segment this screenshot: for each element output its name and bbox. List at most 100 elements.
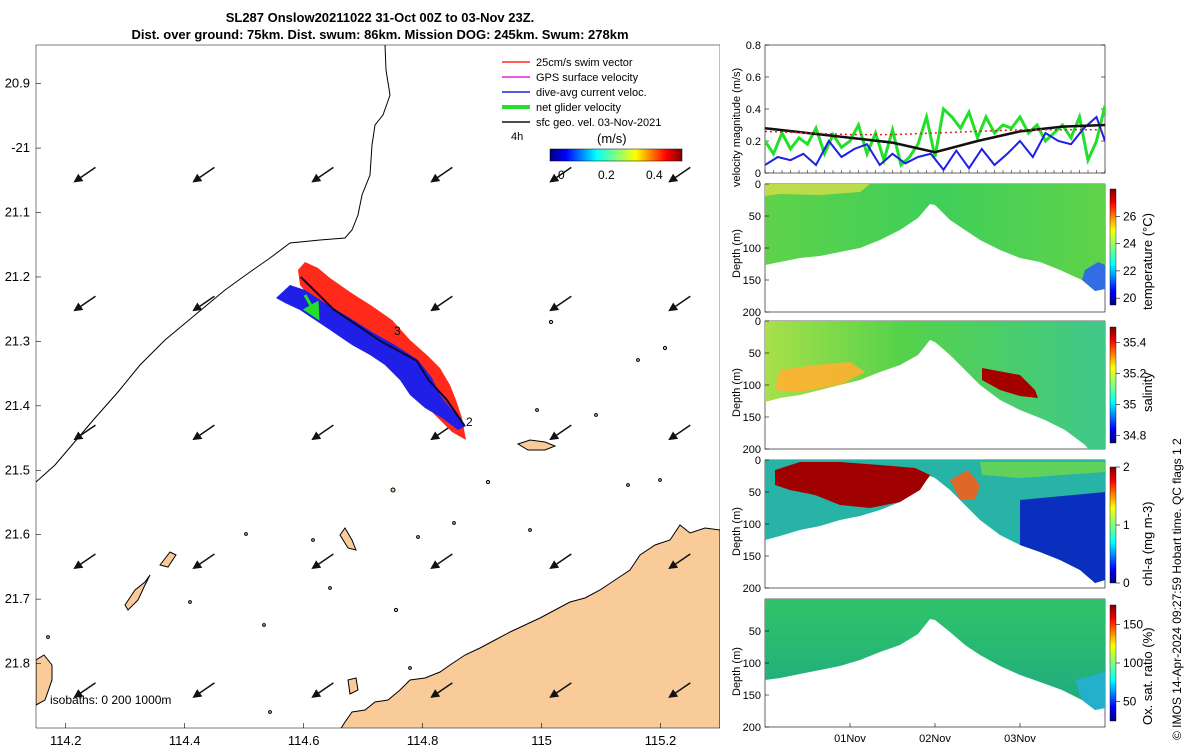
current-arrow (549, 295, 572, 312)
depth-tick-label: 200 (743, 583, 761, 595)
depth-tick-label: 100 (743, 519, 761, 531)
colorbar-tick-0: 0 (558, 168, 565, 182)
legend-note: 4h (511, 131, 523, 143)
oxygen-low-bottom (1075, 672, 1105, 710)
net-glider-velocity-arrow (302, 294, 320, 321)
map-y-tick-label: 21.3 (5, 333, 30, 348)
salinity-ylabel: Depth (m) (731, 368, 743, 417)
temperature-cold-bottom (1082, 262, 1105, 291)
salinity-panel: 0 50 100 150 200 34.8 35 35.2 35.4 Depth (m) sa… (731, 316, 1155, 456)
map-y-tick-label: 21.1 (5, 205, 30, 220)
island (124, 574, 151, 611)
colorbar-tick-label: 0 (1123, 576, 1130, 590)
colorbar-tick-label: 20 (1123, 291, 1137, 305)
depth-tick-label: 150 (743, 275, 761, 287)
current-arrow (73, 682, 96, 698)
depth-tick-label: 150 (743, 412, 761, 424)
credit-label: © IMOS 14-Apr-2024 09:27:59 Hobart time.… (1170, 438, 1184, 740)
legend-label-dac: dive-avg current veloc. (536, 87, 647, 99)
temperature-ylabel: Depth (m) (731, 229, 743, 278)
current-arrow (668, 553, 691, 570)
oxygen-colorbar (1109, 604, 1117, 722)
colorbar-tick-label: 35 (1123, 397, 1137, 411)
oxygen-ylabel: Depth (m) (731, 647, 743, 696)
mainland-coast (340, 524, 720, 728)
isobath-contour (36, 45, 391, 483)
map-colorbar (549, 148, 683, 162)
map-y-tick-label: 21.4 (5, 398, 30, 413)
title-line-2: Dist. over ground: 75km. Dist. swum: 86k… (131, 27, 629, 42)
map-x-tick-label: 114.2 (50, 733, 82, 748)
oxygen-panel: 50 100 150 200 01Nov 02Nov 03Nov 50 100 150 Dep… (731, 598, 1155, 745)
chlorophyll-panel: 0 50 100 150 200 0 1 2 Depth (m) chl-a (mg m-3… (731, 455, 1155, 595)
colorbar-tick-label: 150 (1123, 617, 1143, 631)
oxygen-colorbar-ticks: 50 100 150 (1116, 617, 1143, 709)
current-arrow (311, 424, 334, 441)
velocity-y-tick-label: 0.8 (746, 40, 761, 52)
map-y-tick-label: 21.8 (5, 656, 30, 671)
depth-tick-label: 100 (743, 243, 761, 255)
salinity-y-axis: 0 50 100 150 200 (743, 316, 769, 456)
depth-tick-label: 200 (743, 307, 761, 319)
map-y-tick-label: 20.9 (5, 76, 30, 91)
current-arrow (73, 295, 96, 312)
colorbar-label: (m/s) (597, 131, 627, 146)
depth-tick-label: 200 (743, 444, 761, 456)
velocity-y-tick-label: 0.6 (746, 72, 761, 84)
chlorophyll-colorbar (1109, 466, 1117, 584)
waypoint-label-3: 3 (394, 324, 401, 338)
island (339, 527, 357, 551)
map-x-tick-label: 114.8 (407, 733, 439, 748)
current-arrow (430, 553, 453, 570)
map-x-tick-label: 114.4 (169, 733, 201, 748)
map-x-tick-label: 114.6 (288, 733, 320, 748)
chlorophyll-surface-green (980, 462, 1105, 478)
chlorophyll-deep-low (1020, 492, 1105, 583)
time-tick-label: 01Nov (834, 733, 866, 745)
small-islets (46, 319, 668, 714)
velocity-panel: 0 0.2 0.4 0.6 0.8 velocity magnitude (m/s) (731, 40, 1106, 187)
temperature-panel: 0 50 100 150 200 20 22 24 26 Depth (m) temperat… (731, 179, 1155, 319)
velocity-series-line (765, 105, 1105, 168)
current-arrow (668, 295, 691, 312)
depth-tick-label: 150 (743, 690, 761, 702)
glider-track-line (299, 276, 466, 426)
map-y-tick-label: 21.6 (5, 527, 30, 542)
colorbar-tick-label: 34.8 (1123, 428, 1147, 442)
time-tick-label: 03Nov (1004, 733, 1036, 745)
temperature-colorbar (1109, 188, 1117, 306)
chlorophyll-colorbar-label: chl-a (mg m-3) (1140, 501, 1155, 586)
oxygen-y-axis: 50 100 150 200 (743, 626, 769, 734)
current-arrow (192, 295, 215, 312)
waypoint-label-2: 2 (466, 415, 473, 429)
velocity-series (765, 105, 1105, 172)
depth-tick-label: 100 (743, 380, 761, 392)
current-arrow (73, 553, 96, 570)
temperature-colorbar-label: temperature (°C) (1140, 213, 1155, 310)
depth-tick-label: 50 (749, 487, 761, 499)
current-arrow (311, 682, 334, 698)
legend-label-geo-velocity: sfc geo. vel. 03-Nov-2021 (536, 117, 661, 129)
profile-panels: 0 0.2 0.4 0.6 0.8 velocity magnitude (m/s) 0… (731, 40, 1155, 745)
current-arrow (192, 166, 215, 183)
depth-tick-label: 50 (749, 626, 761, 638)
velocity-ylabel: velocity magnitude (m/s) (731, 68, 743, 187)
current-arrow (668, 424, 691, 441)
island (159, 551, 177, 568)
current-arrow (549, 166, 572, 183)
colorbar-tick-label: 1 (1123, 518, 1130, 532)
map-y-tick-label: -21 (11, 140, 30, 155)
depth-tick-label: 50 (749, 211, 761, 223)
map-x-axis: 114.2 114.4 114.6 114.8 115 115.2 (50, 723, 676, 748)
current-arrow (668, 166, 691, 183)
chlorophyll-colorbar-ticks: 0 1 2 (1116, 460, 1130, 590)
colorbar-tick-label: 50 (1123, 695, 1137, 709)
velocity-y-tick-label: 0 (755, 168, 761, 180)
salinity-section (765, 321, 1105, 449)
glider-dac-swath (276, 285, 466, 430)
current-arrow (549, 682, 572, 698)
map-x-tick-label: 115.2 (645, 733, 677, 748)
oxygen-x-axis: 01Nov 02Nov 03Nov (834, 723, 1036, 745)
title-line-1: SL287 Onslow20211022 31-Oct 00Z to 03-No… (225, 10, 535, 25)
velocity-series-line (765, 129, 1105, 136)
